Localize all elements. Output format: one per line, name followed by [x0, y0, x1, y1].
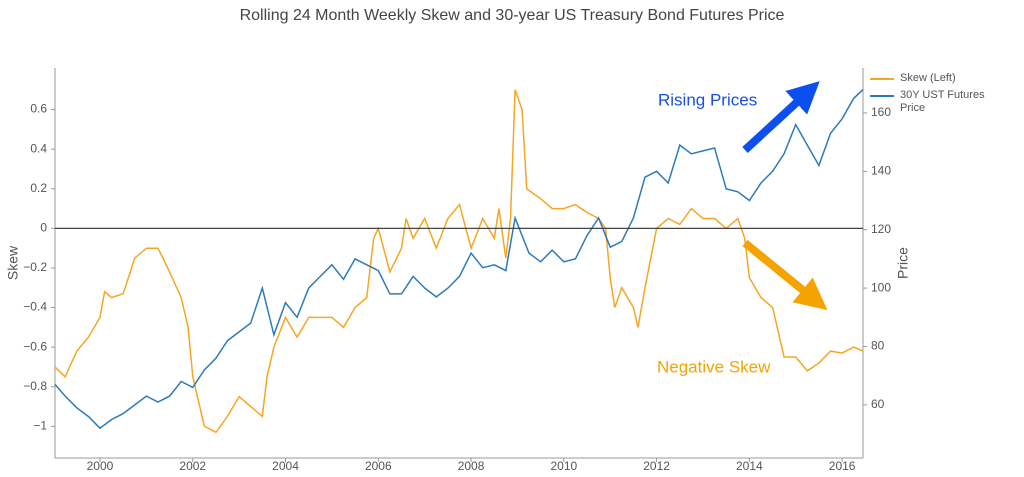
legend-label: Skew (Left): [900, 72, 956, 84]
y2-axis-title: Price: [895, 247, 911, 279]
y2-tick-label: 100: [871, 280, 891, 294]
x-tick-label: 2002: [179, 459, 206, 473]
y2-tick-label: 60: [871, 397, 885, 411]
y2-tick-label: 120: [871, 222, 891, 236]
y2-tick-label: 160: [871, 105, 891, 119]
y-tick-label: 0.6: [30, 102, 47, 116]
annotation: Rising Prices: [658, 90, 757, 109]
y-tick-label: −0.4: [23, 300, 47, 314]
legend-label: 30Y UST Futures Price: [900, 89, 985, 114]
series-line: [54, 89, 864, 430]
y2-tick-label: 80: [871, 339, 885, 353]
x-tick-label: 2010: [550, 459, 577, 473]
x-tick-label: 2012: [643, 459, 670, 473]
y-tick-label: −0.8: [23, 379, 47, 393]
legend-swatch: [870, 95, 894, 97]
x-tick-label: 2016: [829, 459, 856, 473]
y-tick-label: −0.2: [23, 260, 47, 274]
y-axis-title: Skew: [5, 245, 21, 280]
series-line: [54, 89, 864, 434]
legend: Skew (Left) 30Y UST Futures Price: [870, 72, 1020, 119]
x-tick-label: 2000: [87, 459, 114, 473]
legend-swatch: [870, 78, 894, 80]
y-tick-label: 0.2: [30, 181, 47, 195]
skew-arrow: [742, 239, 828, 311]
legend-item: Skew (Left): [870, 72, 1020, 85]
rising-arrow: [742, 81, 820, 153]
x-tick-label: 2006: [365, 459, 392, 473]
y-tick-label: −1: [33, 418, 47, 432]
legend-item: 30Y UST Futures Price: [870, 89, 1020, 115]
y2-tick-label: 140: [871, 164, 891, 178]
x-tick-label: 2008: [458, 459, 485, 473]
chart-title: Rolling 24 Month Weekly Skew and 30-year…: [240, 7, 785, 24]
y-tick-label: −0.6: [23, 339, 47, 353]
x-tick-label: 2014: [736, 459, 763, 473]
y-tick-label: 0: [40, 221, 47, 235]
y-tick-label: 0.4: [30, 141, 47, 155]
annotation: Negative Skew: [657, 357, 771, 376]
x-tick-label: 2004: [272, 459, 299, 473]
